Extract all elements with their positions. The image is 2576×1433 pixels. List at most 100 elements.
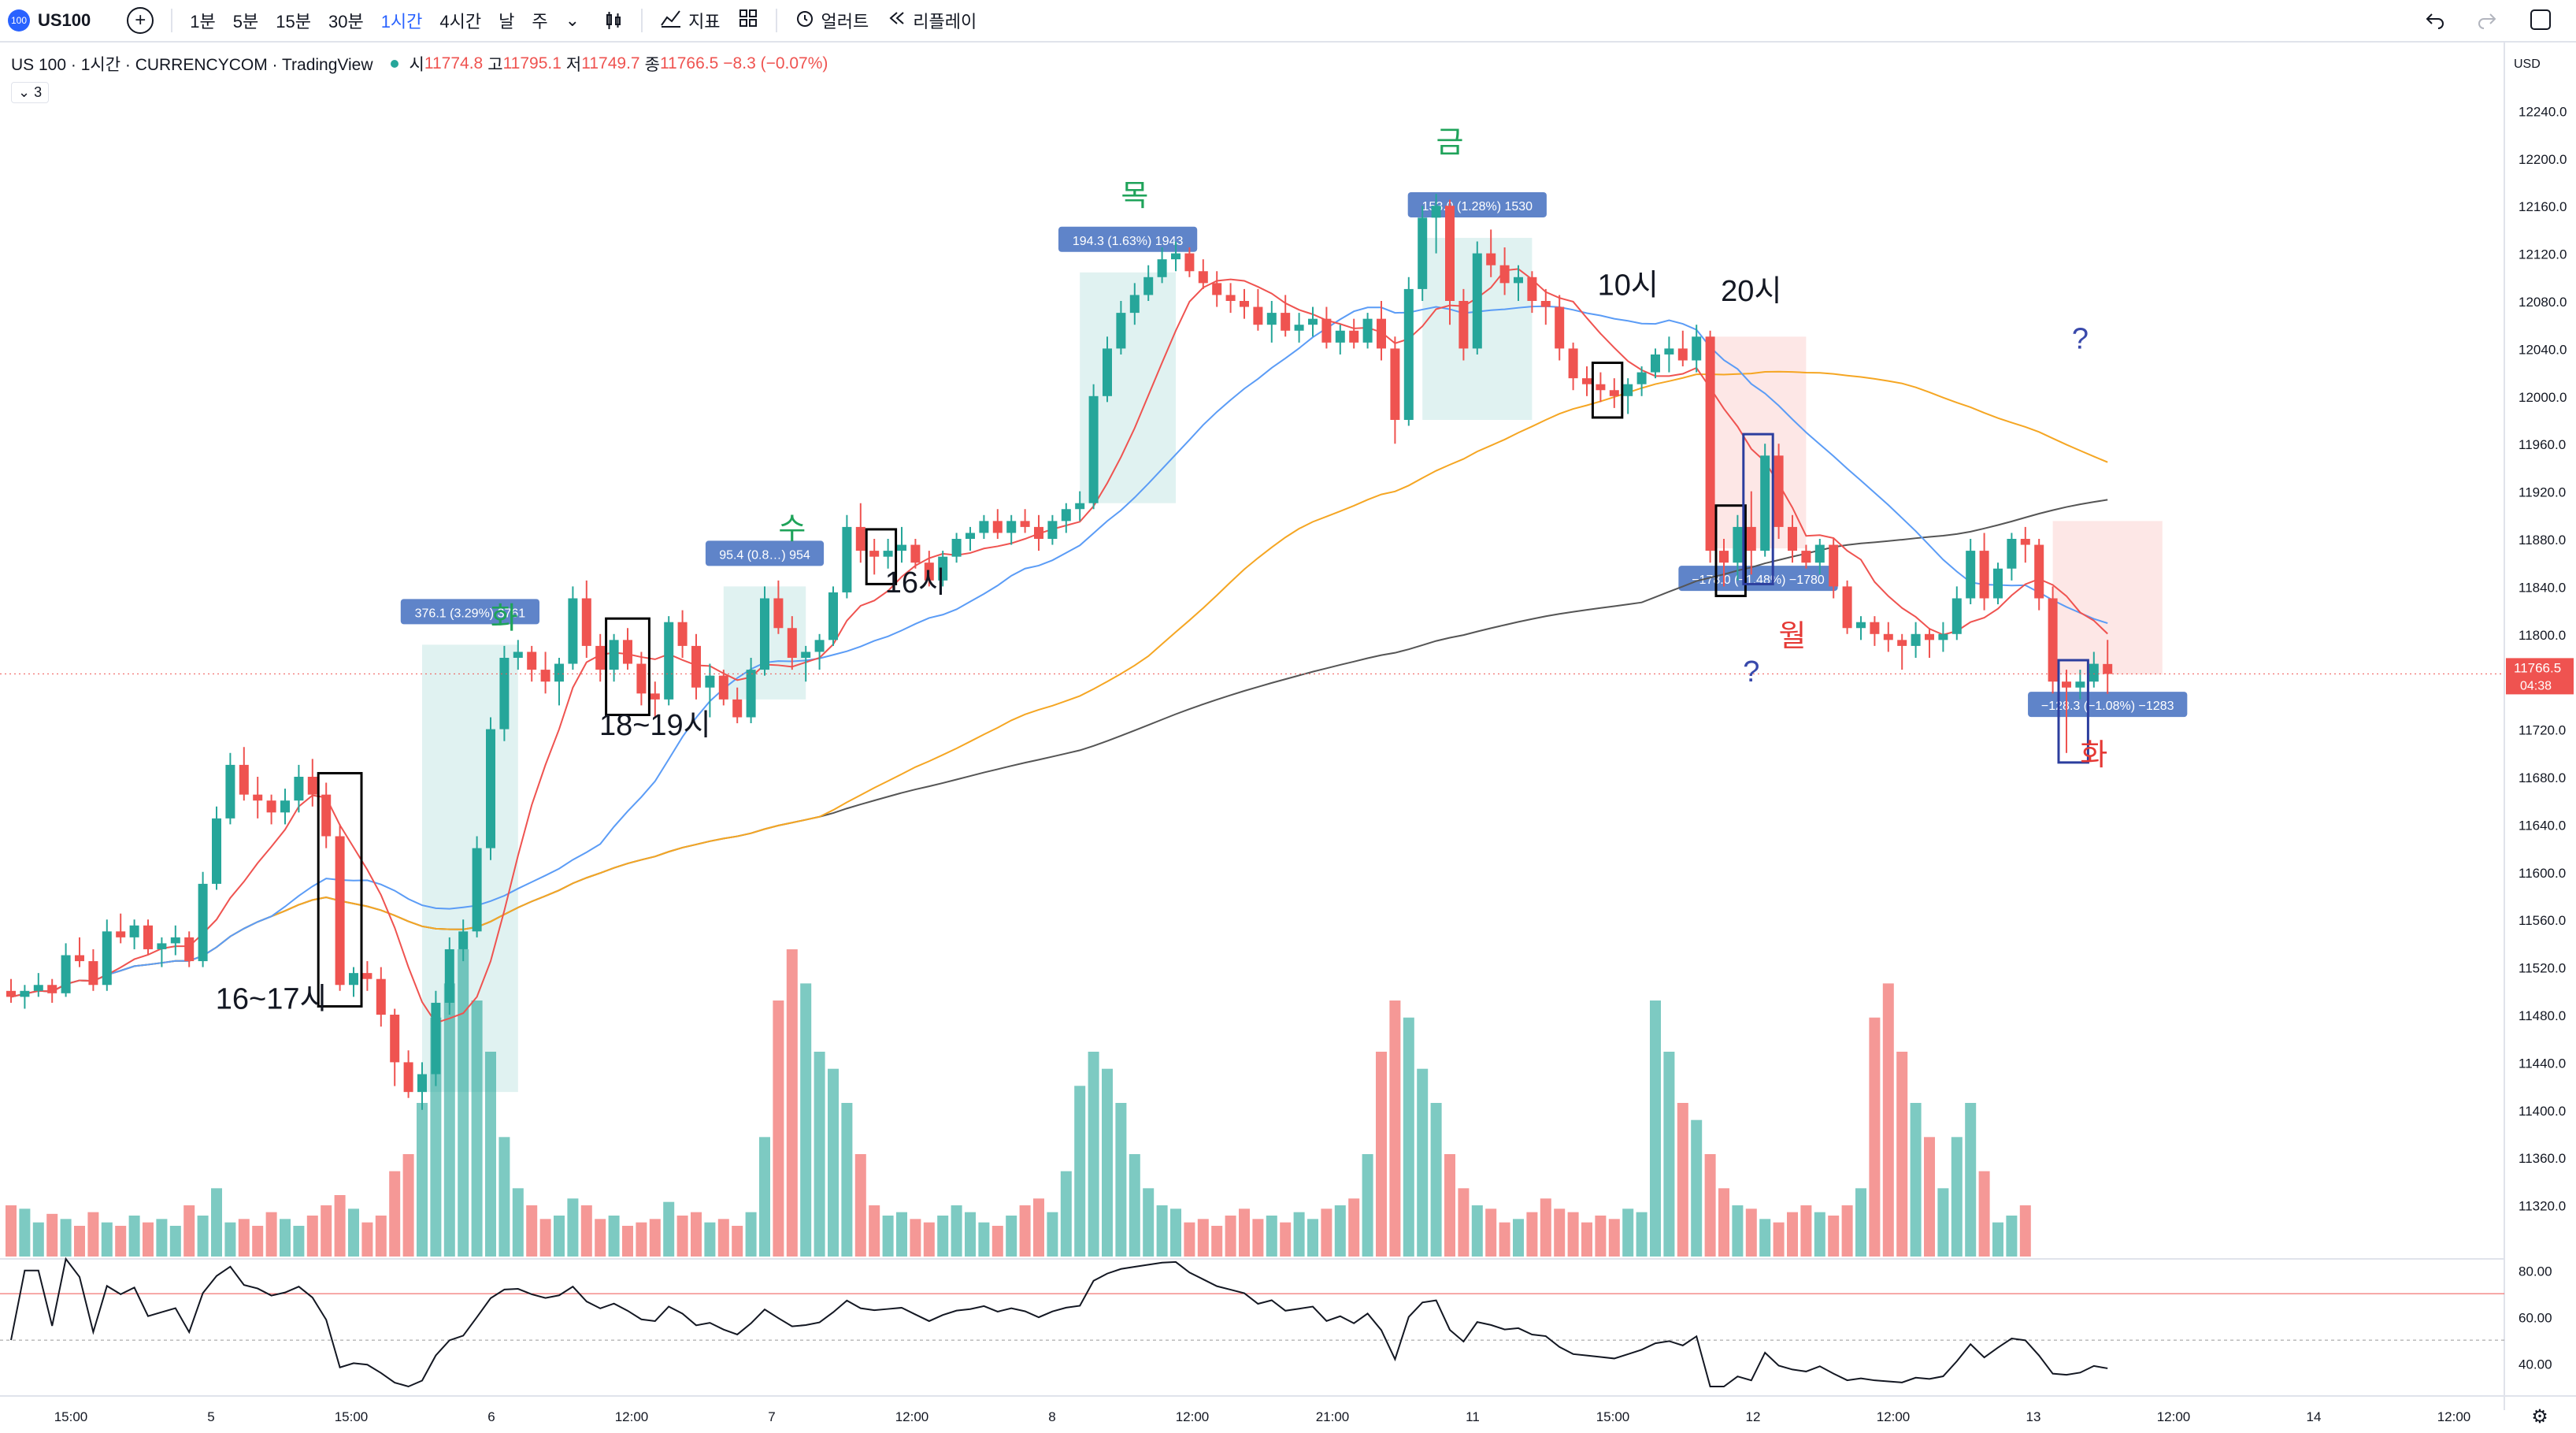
chart-annotation: 16시	[885, 566, 946, 600]
candle-body	[33, 985, 43, 991]
symbol-name[interactable]: US100	[38, 10, 91, 30]
candle-body	[924, 562, 934, 581]
candle-body	[1431, 206, 1441, 218]
volume-bar	[252, 1226, 264, 1257]
candle-body	[636, 663, 647, 694]
volume-bar	[101, 1222, 113, 1257]
volume-bar	[882, 1216, 894, 1257]
candle-body	[609, 640, 619, 670]
candle-body	[1636, 372, 1647, 384]
volume-bar	[1293, 1212, 1305, 1257]
chart-annotation: 화	[2080, 739, 2107, 772]
volume-bar	[951, 1205, 962, 1257]
volume-bar	[1060, 1171, 1072, 1257]
chart-type-icon[interactable]	[603, 10, 624, 31]
volume-bar	[1485, 1208, 1497, 1257]
interval-6[interactable]: 날	[499, 12, 515, 32]
candle-body	[116, 931, 126, 937]
undo-icon[interactable]	[2425, 9, 2445, 35]
fullscreen-icon[interactable]	[2529, 8, 2552, 37]
candle-body	[170, 937, 180, 944]
volume-bar	[1718, 1188, 1729, 1257]
price-tick-label: 11720.0	[2519, 723, 2566, 738]
candle-body	[1403, 288, 1414, 420]
volume-bar	[841, 1103, 853, 1257]
top-toolbar: 100 US100 + 1분 5분 15분 30분 1시간 4시간 날 주 ⌄ 지표 얼러트 리…	[0, 0, 2576, 43]
volume-bar	[1650, 1001, 1661, 1257]
layout-button[interactable]	[738, 8, 758, 33]
price-tick-label: 12120.0	[2519, 247, 2567, 262]
interval-3[interactable]: 30분	[328, 12, 364, 32]
candle-body	[1362, 318, 1373, 343]
interval-2[interactable]: 15분	[276, 12, 311, 32]
candle-body	[746, 670, 756, 718]
indicator-collapse-button[interactable]: ⌄ 3	[11, 82, 50, 103]
volume-bar	[1417, 1068, 1429, 1257]
interval-0[interactable]: 1분	[190, 12, 216, 32]
redo-icon[interactable]	[2477, 9, 2497, 35]
volume-bar	[580, 1205, 592, 1257]
volume-bar	[786, 949, 798, 1257]
measure-label: −128.3 (−1.08%) −1283	[2041, 700, 2174, 713]
candle-body	[349, 973, 358, 986]
add-symbol-icon[interactable]: +	[127, 7, 154, 34]
indicators-icon	[660, 8, 682, 33]
volume-bar	[115, 1226, 127, 1257]
high-value: 11795.1	[502, 54, 562, 72]
candle-body	[1609, 390, 1619, 396]
price-tick-label: 11440.0	[2519, 1056, 2566, 1071]
interval-5[interactable]: 4시간	[439, 12, 482, 32]
candle-body	[951, 539, 962, 557]
volume-bar	[978, 1222, 990, 1257]
candle-body	[691, 645, 701, 688]
volume-bar	[19, 1208, 31, 1257]
interval-dropdown-icon[interactable]: ⌄	[565, 10, 580, 30]
time-tick-label: 12:00	[1877, 1409, 1911, 1424]
candle-body	[2062, 681, 2071, 688]
volume-bar	[1334, 1205, 1346, 1257]
candle-body	[2020, 539, 2030, 545]
candle-body	[1418, 217, 1428, 289]
interval-7[interactable]: 주	[532, 12, 548, 32]
price-tick-label: 11880.0	[2519, 533, 2566, 548]
chart-annotation: 수	[778, 513, 806, 546]
volume-bar	[1129, 1154, 1140, 1257]
candle-body	[1116, 313, 1126, 349]
volume-bar	[745, 1212, 757, 1257]
volume-bar	[375, 1216, 387, 1257]
price-tick-label: 11520.0	[2519, 961, 2566, 976]
candle-body	[1623, 384, 1633, 396]
candle-body	[1171, 253, 1181, 260]
price-tick-label: 12040.0	[2519, 342, 2567, 357]
candle-body	[1733, 526, 1743, 563]
alert-button[interactable]: 얼러트	[795, 8, 869, 33]
volume-bar	[1156, 1205, 1168, 1257]
indicators-button[interactable]: 지표	[660, 8, 721, 33]
candle-body	[2048, 598, 2058, 682]
volume-bar	[2006, 1216, 2018, 1257]
price-tick-label: 11960.0	[2519, 437, 2566, 452]
candle-body	[1760, 455, 1770, 551]
measure-label-bg	[1678, 566, 1838, 592]
volume-bar	[759, 1137, 770, 1257]
candle-body	[527, 652, 537, 670]
symbol-logo[interactable]: 100	[8, 9, 30, 32]
candle-body	[1897, 640, 1907, 646]
candle-body	[2007, 539, 2017, 569]
settings-icon: ⚙	[2531, 1406, 2548, 1427]
replay-button[interactable]: 리플레이	[886, 8, 977, 33]
legend-title[interactable]: US 100 · 1시간 · CURRENCYCOM · TradingView	[11, 56, 373, 74]
interval-1[interactable]: 5분	[232, 12, 259, 32]
candle-body	[1225, 295, 1236, 301]
volume-bar	[485, 1052, 496, 1257]
candle-body	[1281, 313, 1291, 331]
volume-bar	[87, 1212, 99, 1257]
interval-4[interactable]: 1시간	[380, 12, 423, 32]
volume-bar	[1965, 1103, 1977, 1257]
volume-bar	[691, 1212, 702, 1257]
candle-body	[88, 961, 98, 986]
volume-bar	[60, 1219, 72, 1257]
measure-label: −178.0 (−1.48%) −1780	[1692, 574, 1825, 587]
volume-bar	[965, 1212, 976, 1257]
